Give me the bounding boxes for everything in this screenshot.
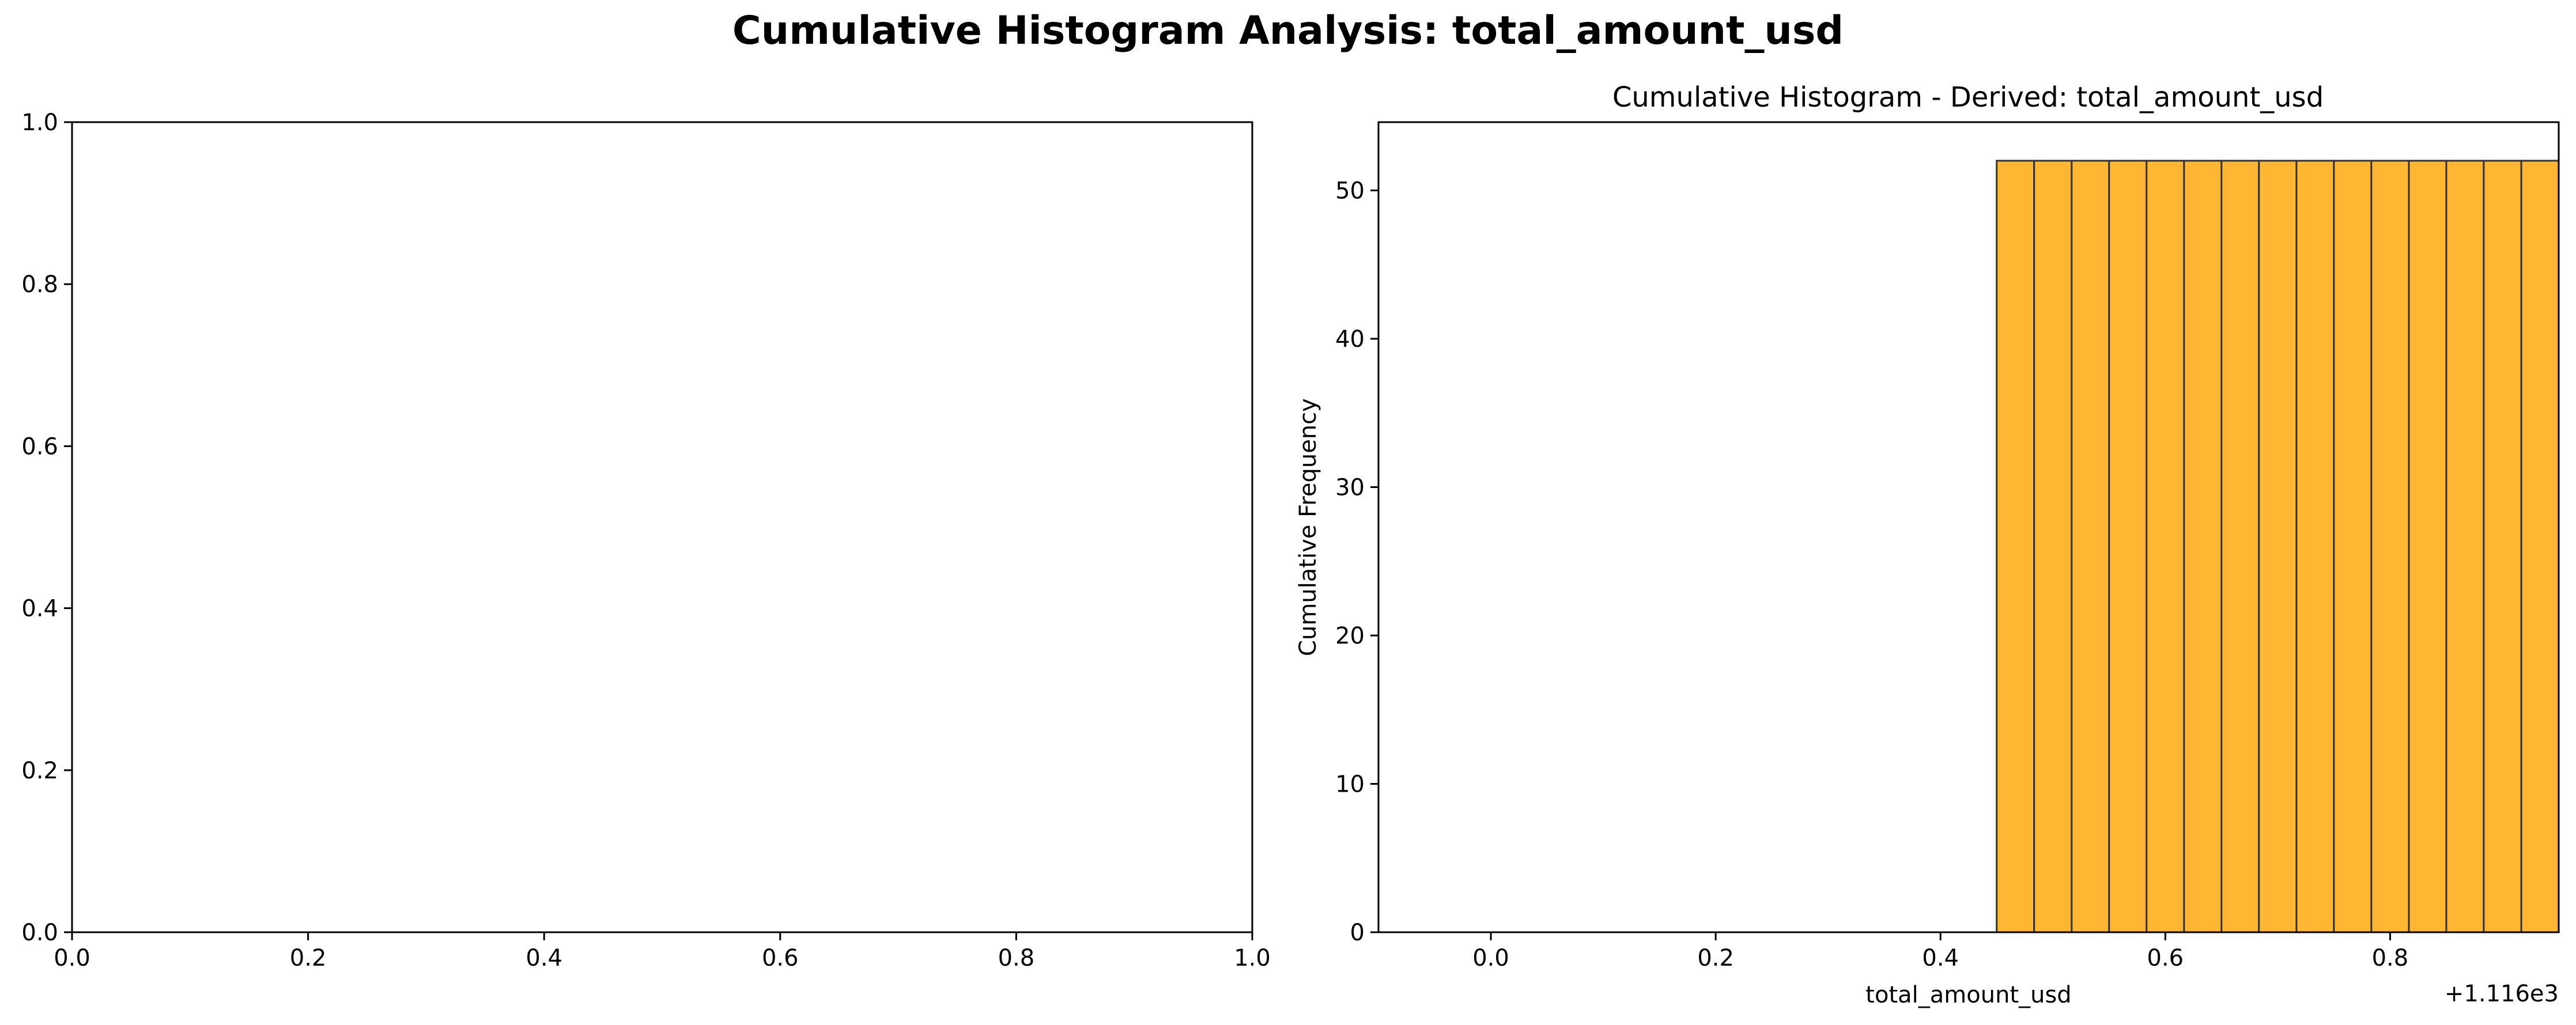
y-tick-label: 40 (1335, 326, 1365, 353)
x-tick-label: 1.0 (1234, 945, 1271, 971)
y-tick-label: 10 (1335, 771, 1365, 797)
histogram-bar (2183, 160, 2223, 933)
figure-title: Cumulative Histogram Analysis: total_amo… (732, 8, 1844, 54)
right-y-ticks: 0 10 20 30 40 50 (1335, 177, 1378, 946)
histogram-bar (2146, 160, 2185, 933)
x-tick-label: 0.8 (2372, 945, 2409, 971)
x-tick-label: 0.4 (526, 945, 562, 971)
y-tick-label: 50 (1335, 177, 1365, 204)
x-tick-label: 0.0 (1472, 945, 1509, 971)
histogram-bar (2483, 160, 2522, 933)
y-tick-label: 20 (1335, 623, 1365, 649)
x-tick-label: 0.8 (998, 945, 1035, 971)
histogram-bar (2520, 160, 2560, 933)
histogram-bar (2445, 160, 2485, 933)
y-tick-label: 30 (1335, 474, 1365, 501)
y-tick-label: 0.4 (21, 596, 58, 622)
y-tick-label: 1.0 (21, 109, 58, 136)
left-axes-frame (71, 121, 1253, 933)
right-x-axis-label: total_amount_usd (1865, 982, 2071, 1008)
histogram-bars (1996, 160, 2560, 933)
x-tick-label: 0.6 (762, 945, 799, 971)
left-y-ticks: 0.0 0.2 0.4 0.6 0.8 1.0 (21, 109, 72, 946)
x-tick-label: 0.6 (2147, 945, 2184, 971)
y-tick-label: 0 (1350, 920, 1365, 946)
x-tick-label: 0.2 (1697, 945, 1734, 971)
x-tick-label: 0.4 (1922, 945, 1959, 971)
histogram-bar (2071, 160, 2110, 933)
right-y-axis-label: Cumulative Frequency (1295, 398, 1321, 656)
x-tick-label: 0.0 (54, 945, 90, 971)
histogram-bar (2408, 160, 2447, 933)
right-axes-title: Cumulative Histogram - Derived: total_am… (1612, 81, 2324, 114)
y-tick-label: 0.2 (21, 758, 58, 784)
histogram-bar (1996, 160, 2035, 933)
right-x-offset-label: +1.116e3 (2445, 981, 2559, 1007)
histogram-bar (2033, 160, 2073, 933)
y-tick-label: 0.0 (21, 920, 58, 946)
left-x-ticks: 0.0 0.2 0.4 0.6 0.8 1.0 (54, 932, 1271, 971)
histogram-bar (2220, 160, 2260, 933)
histogram-bar (2333, 160, 2373, 933)
x-tick-label: 0.2 (290, 945, 327, 971)
histogram-bar (2258, 160, 2298, 933)
left-axes: 0.0 0.2 0.4 0.6 0.8 1.0 0.0 0.2 0.4 0.6 0.8 1.0 (21, 109, 1270, 971)
y-tick-label: 0.6 (21, 433, 58, 460)
right-axes-frame (1377, 121, 2560, 933)
histogram-bar (2370, 160, 2410, 933)
histogram-bar (2108, 160, 2148, 933)
right-axes: Cumulative Histogram - Derived: total_am… (1295, 81, 2560, 1008)
right-x-ticks: 0.0 0.2 0.4 0.6 0.8 (1472, 932, 2408, 971)
histogram-bar (2295, 160, 2335, 933)
y-tick-label: 0.8 (21, 271, 58, 298)
